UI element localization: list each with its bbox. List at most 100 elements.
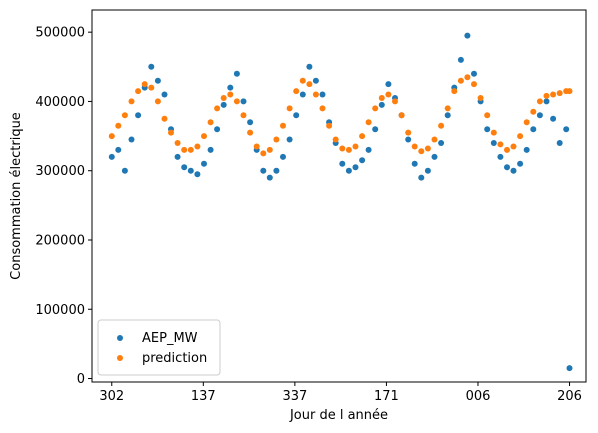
data-point	[345, 146, 352, 153]
legend-label-prediction: prediction	[142, 351, 207, 366]
data-point	[306, 63, 313, 70]
y-tick-label: 200000	[35, 233, 85, 248]
data-point	[227, 84, 234, 91]
data-point	[477, 95, 484, 101]
data-point	[161, 91, 168, 98]
data-point	[286, 105, 293, 112]
data-point	[464, 32, 471, 39]
data-point	[490, 140, 497, 146]
data-point	[115, 122, 122, 129]
data-point	[418, 174, 425, 181]
data-point	[168, 129, 174, 136]
legend-label-aep-mw: AEP_MW	[142, 331, 198, 346]
data-point	[464, 74, 471, 81]
data-point	[148, 63, 155, 70]
axes-frame	[91, 9, 587, 383]
data-point	[424, 167, 431, 174]
data-point	[260, 150, 267, 157]
data-point	[471, 70, 477, 77]
data-point	[247, 119, 254, 126]
data-point	[174, 153, 181, 160]
data-point	[359, 133, 366, 140]
data-point	[345, 167, 352, 174]
data-point	[121, 167, 128, 174]
data-point	[299, 91, 306, 98]
data-point	[378, 101, 385, 108]
x-tick-label: 206	[557, 389, 582, 404]
data-point	[273, 167, 280, 174]
data-point	[484, 126, 491, 133]
data-point	[135, 112, 142, 119]
data-point	[148, 84, 155, 91]
data-point	[194, 171, 201, 178]
data-point	[484, 112, 491, 119]
data-point	[187, 167, 194, 174]
data-point	[517, 160, 524, 167]
data-point	[319, 105, 326, 112]
data-point	[299, 77, 306, 84]
data-point	[444, 112, 451, 119]
data-point	[319, 91, 326, 98]
data-point	[359, 157, 366, 164]
x-tick-label: 171	[374, 389, 399, 404]
data-point	[378, 95, 385, 101]
data-point	[214, 105, 221, 112]
data-point	[115, 146, 122, 153]
data-point	[108, 133, 115, 140]
data-point	[510, 167, 517, 174]
data-point	[207, 146, 214, 153]
data-point	[365, 146, 372, 153]
data-point	[214, 126, 221, 133]
data-point	[201, 160, 207, 167]
data-point	[451, 88, 458, 95]
data-point	[181, 164, 188, 171]
data-point	[306, 81, 313, 88]
data-point	[411, 143, 418, 150]
data-point	[543, 92, 550, 99]
data-point	[273, 136, 280, 143]
data-point	[550, 115, 557, 122]
data-point	[128, 136, 135, 143]
data-point	[227, 91, 234, 98]
data-point	[504, 146, 510, 153]
x-tick-label: 137	[191, 389, 216, 404]
data-point	[457, 56, 464, 63]
x-tick-label: 337	[282, 389, 307, 404]
data-point	[457, 77, 464, 84]
data-point	[220, 95, 227, 101]
data-point	[128, 98, 135, 105]
y-axis: 0 100000 200000 300000 400000 500000	[35, 26, 92, 387]
data-point	[405, 136, 412, 143]
data-point	[293, 88, 300, 95]
x-axis: 302 137 337 171 006 206	[99, 382, 582, 404]
data-point	[405, 129, 412, 136]
data-point	[280, 122, 286, 129]
y-tick-label: 100000	[35, 303, 85, 318]
data-point	[253, 143, 260, 150]
data-point	[504, 164, 510, 171]
data-point	[260, 167, 267, 174]
data-point	[352, 143, 359, 150]
data-point	[233, 70, 240, 77]
data-point	[556, 90, 563, 97]
data-point	[566, 88, 573, 95]
data-point	[471, 81, 477, 88]
y-tick-label: 0	[77, 372, 85, 387]
data-point	[339, 160, 346, 167]
series-1	[108, 74, 573, 157]
data-point	[233, 98, 240, 105]
data-point	[187, 146, 194, 153]
data-point	[280, 153, 286, 160]
y-axis-label: Consommation électrique	[9, 112, 24, 280]
data-point	[266, 146, 273, 153]
data-point	[431, 136, 438, 143]
data-point	[530, 126, 537, 133]
data-point	[550, 91, 557, 98]
data-point	[566, 365, 573, 372]
data-point	[365, 119, 372, 126]
data-point	[398, 112, 405, 119]
y-tick-label: 400000	[35, 95, 85, 110]
data-point	[392, 98, 398, 105]
data-point	[154, 98, 161, 105]
